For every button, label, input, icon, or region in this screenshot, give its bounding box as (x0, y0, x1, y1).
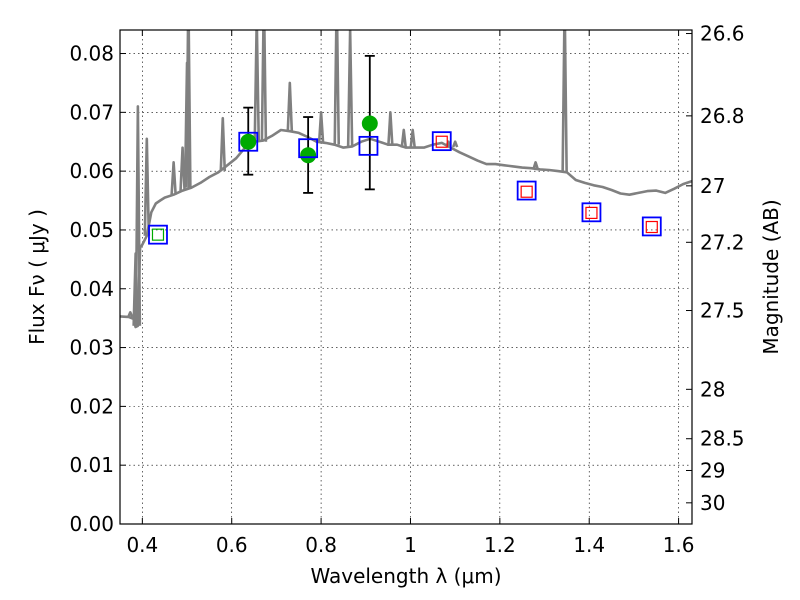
model-flux-square (358, 135, 379, 156)
y2-tick-label: 29 (700, 458, 725, 482)
model-flux-square (431, 131, 452, 152)
x-tick-label: 1.2 (484, 533, 516, 557)
observed-flux-point (240, 133, 257, 150)
spectrum-line (120, 128, 692, 329)
y-tick-label: 0.00 (69, 512, 114, 536)
spectrum-emission-spike (451, 140, 459, 148)
y2-tick-label: 26.6 (700, 22, 745, 46)
x-tick-label: 0.6 (216, 533, 248, 557)
axis-tick-labels: 0.4 0.6 0.8 1 1.2 1.4 1.6 0.00 0.01 0.02 0.03 0.04 0… (69, 22, 744, 557)
x-tick-label: 1 (404, 533, 417, 557)
observed-flux-point (300, 147, 317, 164)
model-flux-square (516, 180, 537, 201)
x-tick-label: 1.6 (663, 533, 695, 557)
model-flux-square (238, 131, 259, 152)
spectrum-emission-spike (260, 30, 268, 142)
spectrum-emission-spike (387, 111, 394, 146)
y-tick-label: 0.04 (69, 277, 114, 301)
y-tick-label: 0.02 (69, 394, 114, 418)
model-flux-square (148, 224, 168, 245)
spectrum-emission-spike (409, 128, 416, 148)
y2-axis-label: Magnitude (AB) (759, 199, 783, 354)
plot-frame (119, 29, 693, 525)
y2-tick-label: 28 (700, 377, 725, 401)
model-flux-square (298, 138, 319, 159)
model-flux-square (641, 216, 662, 237)
x-tick-label: 1.4 (573, 533, 605, 557)
y2-tick-label: 30 (700, 491, 725, 515)
observed-flux-point (361, 115, 378, 132)
spectrum-emission-spike (346, 30, 354, 147)
y2-tick-label: 27.5 (700, 299, 745, 323)
y-tick-label: 0.03 (69, 336, 114, 360)
spectrum-emission-spike (333, 30, 341, 145)
x-tick-label: 0.8 (305, 533, 337, 557)
spectrum-emission-spike (253, 30, 261, 142)
spectrum-emission-spike (317, 111, 325, 143)
y2-tick-label: 27 (700, 174, 725, 198)
y-tick-label: 0.05 (69, 218, 114, 242)
y-tick-label: 0.06 (69, 159, 114, 183)
model-flux-inner-square (520, 185, 533, 198)
spectrum-emission-spike (400, 128, 408, 148)
model-flux-square (581, 202, 602, 223)
spectrum-emission-spike (219, 116, 227, 172)
spectrum-emission-spike (143, 137, 151, 236)
spectrum-emission-spike (127, 310, 134, 318)
y2-tick-label: 27.2 (700, 230, 745, 254)
spectrum-emission-spike (170, 161, 177, 195)
x-tick-label: 0.4 (126, 533, 158, 557)
y-tick-label: 0.01 (69, 453, 114, 477)
spectrum-emission-spike (134, 105, 142, 326)
model-flux-inner-square (151, 228, 165, 241)
plot-area (120, 30, 692, 329)
spectrum-emission-spike (185, 30, 192, 188)
axis-ticks (120, 30, 692, 525)
y2-tick-label: 26.8 (700, 104, 745, 128)
model-flux-inner-square (645, 220, 658, 234)
model-flux-inner-square (435, 135, 448, 148)
y2-tick-label: 28.5 (700, 427, 745, 451)
spectrum-emission-spike (532, 161, 539, 170)
model-flux-inner-square (585, 206, 598, 219)
y-tick-label: 0.07 (69, 100, 114, 124)
spectrum-emission-spike (561, 30, 568, 172)
y-axis-label: Flux Fν ( μJy ) (25, 209, 49, 345)
spectrum-emission-spike (179, 146, 186, 191)
spectrum-emission-spike (286, 81, 294, 132)
y-tick-label: 0.08 (69, 42, 114, 66)
x-axis-label: Wavelength λ (μm) (310, 564, 501, 588)
